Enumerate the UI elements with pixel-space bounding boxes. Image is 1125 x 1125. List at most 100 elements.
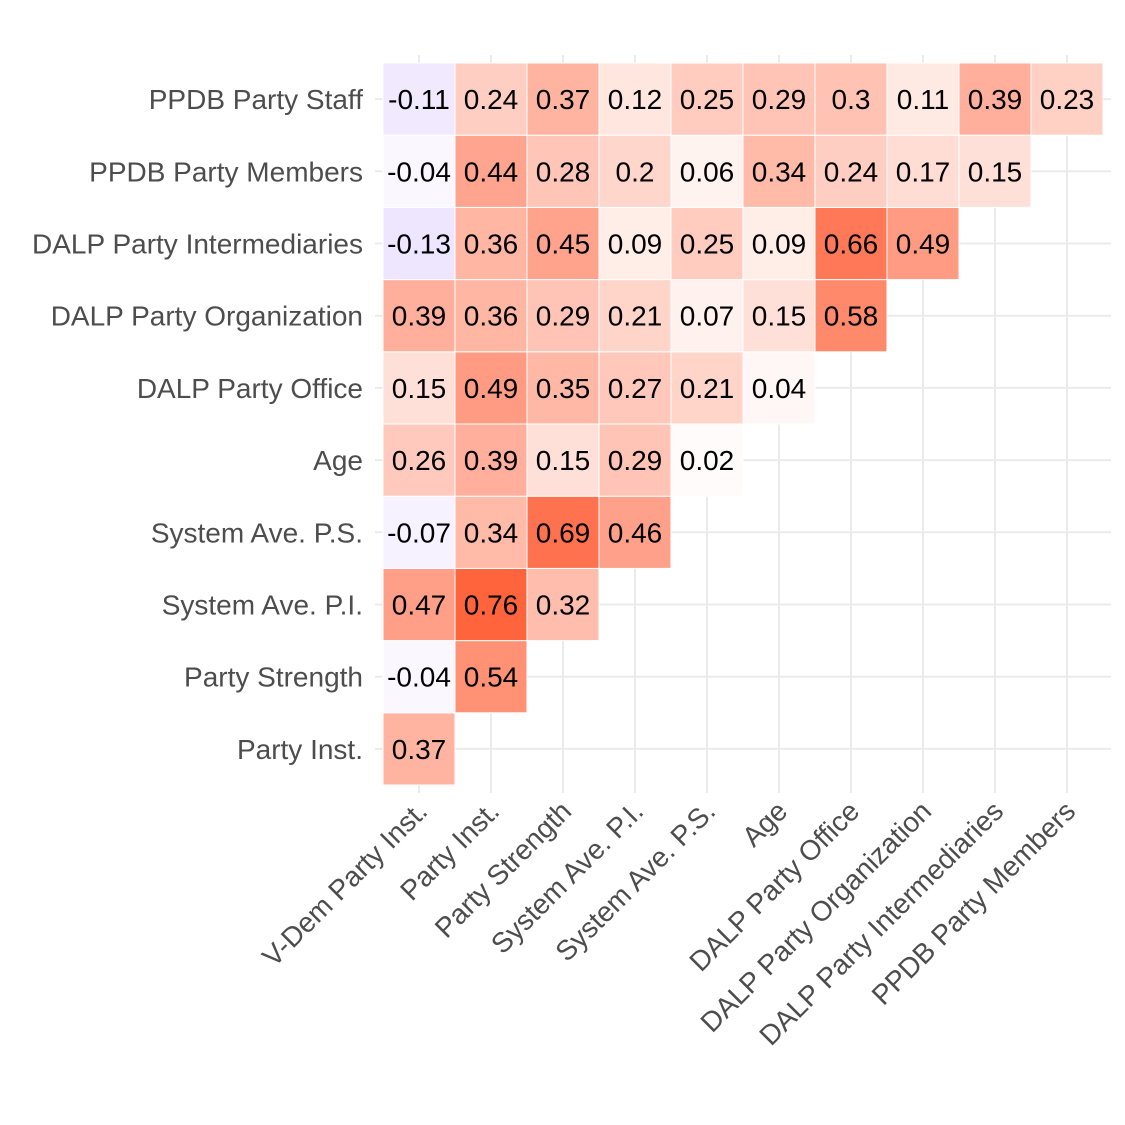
heatmap-cell	[382, 640, 456, 714]
cell-value-label: -0.04	[387, 156, 451, 187]
heatmap-cell	[382, 567, 456, 642]
cell-value-label: 0.07	[680, 301, 735, 332]
heatmap-cell	[382, 62, 456, 136]
cell-value-label: 0.36	[464, 301, 519, 332]
heatmap-cell	[886, 206, 960, 281]
cell-value-label: 0.34	[752, 156, 807, 187]
cell-value-label: 0.23	[1040, 84, 1095, 115]
cell-value-label: 0.44	[464, 156, 519, 187]
heatmap-cell	[958, 134, 1032, 208]
cell-value-label: 0.37	[536, 84, 591, 115]
cell-value-label: 0.27	[608, 373, 663, 404]
heatmap-cell	[526, 423, 600, 497]
heatmap-cell	[886, 62, 960, 136]
cell-value-label: 0.76	[464, 590, 519, 621]
cell-value-label: 0.24	[824, 156, 879, 187]
cell-value-label: 0.45	[536, 229, 591, 260]
y-axis-labels: Party Inst. Party Strength System Ave. P.I…	[32, 84, 363, 765]
heatmap-cell	[382, 134, 456, 208]
heatmap-cell	[598, 279, 672, 353]
cell-value-label: 0.3	[832, 84, 871, 115]
cell-value-label: 0.25	[680, 229, 735, 260]
cell-value-label: 0.09	[752, 229, 807, 260]
heatmap-cell	[742, 206, 816, 281]
heatmap-cell	[814, 279, 888, 353]
cell-value-label: 0.35	[536, 373, 591, 404]
y-tick-label: Party Strength	[184, 662, 363, 693]
heatmap-cell	[454, 567, 528, 642]
cell-value-label: 0.2	[616, 156, 655, 187]
heatmap-cell	[526, 351, 600, 425]
heatmap-cell	[1030, 62, 1104, 136]
cell-value-label: 0.21	[608, 301, 663, 332]
cell-value-label: 0.15	[968, 156, 1023, 187]
heatmap-cell	[526, 134, 600, 208]
cell-value-label: 0.24	[464, 84, 519, 115]
heatmap-cell	[382, 712, 456, 786]
heatmap-cell	[526, 495, 600, 569]
heatmap-cell	[598, 423, 672, 497]
cell-value-label: 0.46	[608, 517, 663, 548]
cell-value-label: 0.28	[536, 156, 591, 187]
cell-value-label: 0.09	[608, 229, 663, 260]
cell-value-label: 0.58	[824, 301, 879, 332]
y-tick-label: System Ave. P.I.	[162, 590, 363, 621]
cell-value-label: 0.15	[536, 445, 591, 476]
cell-value-label: 0.06	[680, 156, 735, 187]
cell-value-label: 0.29	[608, 445, 663, 476]
heatmap-cell	[742, 62, 816, 136]
heatmap-cell	[670, 279, 744, 353]
cell-labels: 0.37 -0.04 0.54 0.47 0.76 0.32 -0.07 0.34 0.69 0.…	[387, 84, 1094, 765]
heatmap-cell	[526, 279, 600, 353]
cell-value-label: 0.15	[392, 373, 447, 404]
y-tick-label: System Ave. P.S.	[151, 517, 363, 548]
heatmap-cell	[742, 279, 816, 353]
cell-value-label: 0.39	[392, 301, 447, 332]
heatmap-cell	[454, 351, 528, 425]
heatmap-cell	[526, 567, 600, 642]
cell-value-label: 0.66	[824, 229, 879, 260]
cell-value-label: 0.39	[464, 445, 519, 476]
cell-value-label: 0.49	[464, 373, 519, 404]
y-tick-label: DALP Party Organization	[51, 301, 363, 332]
y-tick-label: Age	[313, 445, 363, 476]
y-tick-label: DALP Party Office	[137, 373, 363, 404]
cell-value-label: 0.34	[464, 517, 519, 548]
cell-value-label: 0.04	[752, 373, 807, 404]
heatmap-cell	[454, 134, 528, 208]
cell-value-label: -0.07	[387, 517, 451, 548]
heatmap-cell	[382, 279, 456, 353]
cell-value-label: -0.11	[388, 84, 450, 115]
heatmap-cells	[382, 62, 1104, 786]
heatmap-cell	[454, 640, 528, 714]
cell-value-label: 0.36	[464, 229, 519, 260]
cell-value-label: 0.39	[968, 84, 1023, 115]
heatmap-cell	[526, 62, 600, 136]
y-tick-label: DALP Party Intermediaries	[32, 229, 363, 260]
heatmap-cell	[670, 134, 744, 208]
cell-value-label: 0.37	[392, 734, 447, 765]
cell-value-label: 0.29	[536, 301, 591, 332]
cell-value-label: 0.26	[392, 445, 447, 476]
heatmap-cell	[454, 495, 528, 569]
cell-value-label: 0.25	[680, 84, 735, 115]
y-tick-label: PPDB Party Members	[89, 156, 363, 187]
heatmap-cell	[454, 206, 528, 281]
heatmap-cell	[382, 495, 456, 569]
cell-value-label: 0.54	[464, 662, 519, 693]
cell-value-label: 0.29	[752, 84, 807, 115]
y-tick-label: PPDB Party Staff	[149, 84, 363, 115]
heatmap-cell	[598, 206, 672, 281]
cell-value-label: 0.17	[896, 156, 951, 187]
cell-value-label: 0.47	[392, 590, 447, 621]
cell-value-label: -0.04	[387, 662, 451, 693]
cell-value-label: 0.32	[536, 590, 591, 621]
cell-value-label: 0.02	[680, 445, 735, 476]
cell-value-label: 0.11	[897, 84, 949, 115]
heatmap-cell	[454, 279, 528, 353]
heatmap-cell	[670, 351, 744, 425]
cell-value-label: 0.15	[752, 301, 807, 332]
heatmap-cell	[814, 134, 888, 208]
heatmap-cell	[814, 62, 888, 136]
